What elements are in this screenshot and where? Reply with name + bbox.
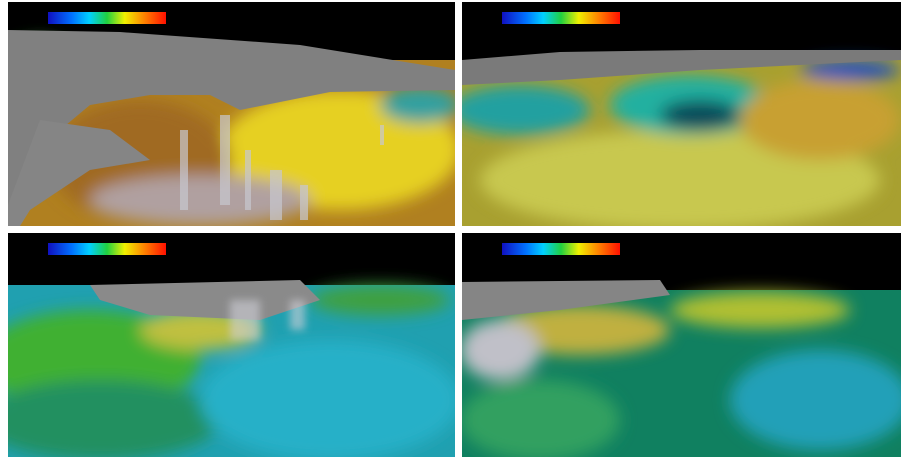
panel-bottom-left: [0, 233, 460, 458]
panel-bottom-right: [460, 233, 901, 458]
figure: [0, 0, 901, 458]
colorbar: [48, 12, 166, 24]
panel-top-right: [450, 2, 901, 230]
page: [0, 0, 901, 458]
colorbar: [502, 12, 620, 24]
colorbar: [502, 243, 620, 255]
colorbar: [48, 243, 166, 255]
panel-top-left: [0, 2, 460, 226]
